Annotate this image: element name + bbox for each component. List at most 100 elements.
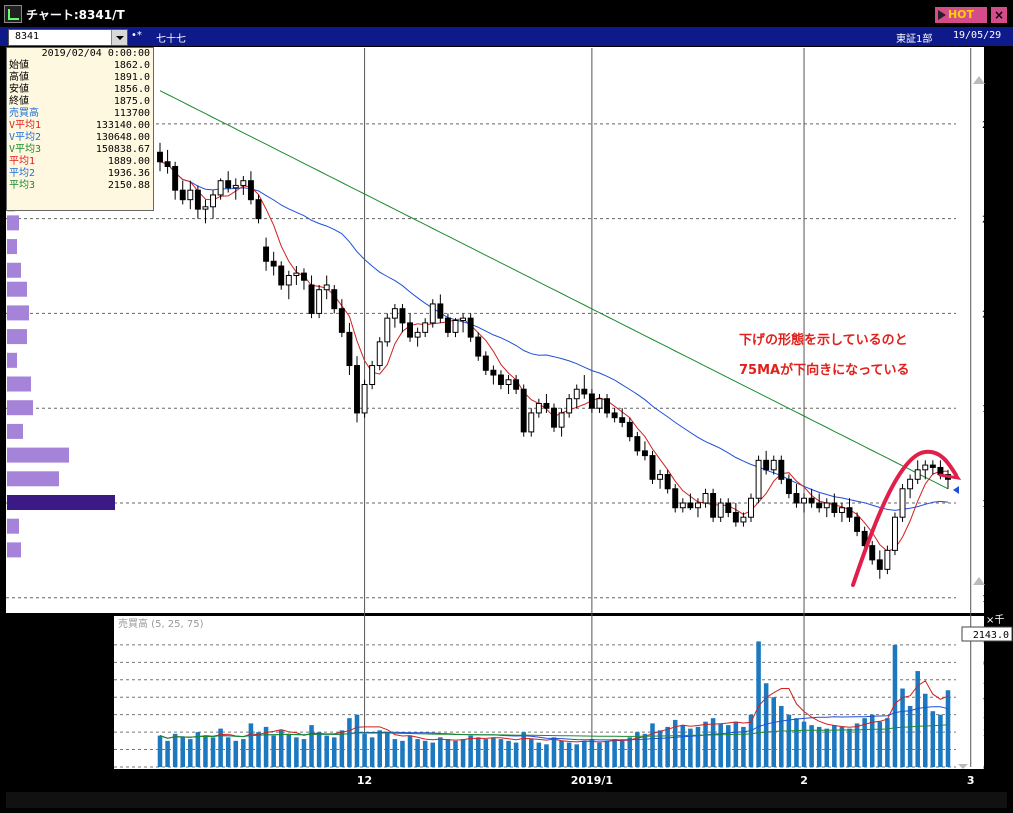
candle-body [384, 317, 391, 343]
candle-body [899, 488, 906, 518]
volume-profile-bar [7, 239, 17, 255]
candle-body [452, 320, 459, 333]
symbol-select[interactable]: 8341 [8, 29, 128, 46]
info-value: 1891.0 [113, 72, 150, 83]
candle-body [285, 274, 292, 286]
favorite-marker[interactable]: •* [131, 30, 142, 41]
volume-tick-label: 100 [983, 746, 1001, 757]
volume-bar [816, 726, 822, 767]
chevron-down-icon[interactable] [111, 30, 127, 45]
volume-bar [210, 737, 216, 767]
volume-tick-label: 400 [983, 693, 1001, 704]
candle-body [460, 317, 467, 322]
candle-body [240, 180, 247, 186]
info-date: 2019/02/04 0:00:00 [41, 48, 150, 59]
volume-bar [241, 739, 246, 767]
hot-button[interactable]: HOT [935, 7, 987, 23]
ma75-line [159, 90, 949, 490]
volume-profile-bar [7, 447, 69, 463]
volume-bar [422, 740, 428, 767]
candle-body [581, 388, 588, 395]
candle-body [725, 502, 732, 513]
volume-bar [483, 739, 489, 767]
volume-bar [703, 721, 708, 767]
candle-body [444, 317, 451, 333]
candle-body [528, 412, 535, 433]
candle-body [225, 180, 232, 189]
volume-bar [203, 735, 208, 767]
candle-body [732, 511, 739, 523]
volume-bar [316, 732, 322, 767]
volume-bar [877, 721, 883, 767]
volume-bar [915, 671, 920, 767]
navigator-scrollbar[interactable] [6, 792, 1007, 808]
volume-bar [521, 732, 526, 767]
volume-unit-label: ×千 [986, 614, 1004, 626]
volume-bar [809, 725, 814, 767]
volume-bar [331, 737, 337, 767]
annotation-line2: 75MAが下向きになっている [739, 362, 909, 378]
volume-bar [248, 723, 254, 767]
candle-body [376, 341, 383, 367]
candle-body [694, 502, 701, 509]
candle-body [414, 331, 421, 338]
volume-bar [347, 718, 352, 767]
volume-tick-label: 500 [983, 676, 1001, 687]
candle-body [801, 497, 808, 504]
info-value: 1862.0 [113, 60, 150, 71]
volume-bar [832, 725, 837, 767]
volume-bar [369, 737, 375, 767]
candle-body [558, 412, 565, 428]
x-tick-label: 3 [967, 774, 975, 787]
candle-body [831, 502, 838, 513]
price-tick-label: 2000 [982, 309, 1006, 320]
candle-body [861, 530, 868, 547]
candle-body [785, 478, 792, 495]
volume-profile-bar [7, 518, 19, 534]
candle-body [520, 388, 527, 433]
candle-body [369, 365, 376, 386]
volume-bar [869, 714, 875, 767]
volume-bar [506, 740, 511, 767]
x-tick-label: 12 [357, 774, 372, 787]
volume-bar [922, 693, 928, 767]
volume-bar [172, 733, 178, 767]
close-button[interactable]: × [991, 7, 1007, 23]
volume-bar [218, 728, 223, 767]
date-stamp: 19/05/29 [953, 30, 1002, 41]
candle-body [626, 421, 633, 438]
info-row: 平均3 2150.88 [7, 180, 153, 192]
volume-profile-bar [7, 423, 23, 439]
volume-bar [642, 733, 648, 767]
candle-body [687, 502, 694, 509]
candle-body [467, 317, 474, 338]
volume-bar [801, 721, 807, 767]
volume-bar [786, 714, 792, 767]
candle-body [399, 308, 406, 324]
candle-body [247, 180, 254, 201]
info-row: V平均1 133140.00 [7, 120, 153, 132]
volume-bar [672, 719, 678, 767]
volume-bar [885, 718, 890, 767]
candle-body [323, 284, 330, 291]
market-name: 東証1部 [896, 34, 933, 45]
volume-profile-bar [7, 281, 27, 297]
candle-body [740, 516, 747, 523]
info-label: V平均1 [9, 120, 42, 131]
candle-body [823, 502, 830, 509]
candle-body [164, 161, 171, 167]
volume-bar [362, 733, 367, 767]
candle-body [172, 165, 179, 191]
volume-bar [445, 739, 451, 767]
annotation-line1: 下げの形態を示しているのと [739, 332, 908, 348]
candle-body [611, 412, 618, 419]
volume-bar [695, 726, 701, 767]
volume-bar [748, 714, 754, 767]
info-row: 高値 1891.0 [7, 72, 153, 84]
arrowhead-icon [938, 458, 962, 481]
volume-bar [718, 723, 723, 767]
volume-bar [400, 740, 405, 767]
volume-bar [665, 726, 670, 767]
candle-body [869, 545, 876, 561]
volume-bar [839, 726, 845, 767]
